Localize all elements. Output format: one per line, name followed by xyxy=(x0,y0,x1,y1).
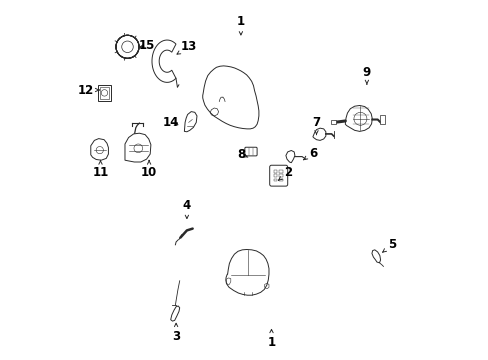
Text: 12: 12 xyxy=(77,84,99,96)
Bar xyxy=(330,120,335,124)
Bar xyxy=(98,85,111,101)
Text: 4: 4 xyxy=(183,199,191,219)
Text: 6: 6 xyxy=(303,147,316,160)
Text: 10: 10 xyxy=(141,161,157,179)
Text: 3: 3 xyxy=(172,323,180,343)
Bar xyxy=(273,179,277,181)
Text: 8: 8 xyxy=(236,148,247,161)
Bar xyxy=(279,179,283,181)
Text: 2: 2 xyxy=(278,166,291,180)
Bar xyxy=(273,170,277,173)
Text: 14: 14 xyxy=(162,116,179,129)
Bar xyxy=(279,174,283,177)
Text: 11: 11 xyxy=(92,161,108,179)
Text: 13: 13 xyxy=(177,40,197,54)
Bar xyxy=(279,170,283,173)
Bar xyxy=(379,115,385,124)
FancyBboxPatch shape xyxy=(244,147,257,156)
Bar xyxy=(273,174,277,177)
Text: 1: 1 xyxy=(236,15,244,35)
Bar xyxy=(100,87,109,99)
Text: 5: 5 xyxy=(382,238,395,252)
Text: 1: 1 xyxy=(267,329,275,349)
Text: 7: 7 xyxy=(312,116,320,135)
Text: 15: 15 xyxy=(138,39,154,52)
FancyBboxPatch shape xyxy=(269,165,287,186)
Text: 9: 9 xyxy=(362,66,370,84)
